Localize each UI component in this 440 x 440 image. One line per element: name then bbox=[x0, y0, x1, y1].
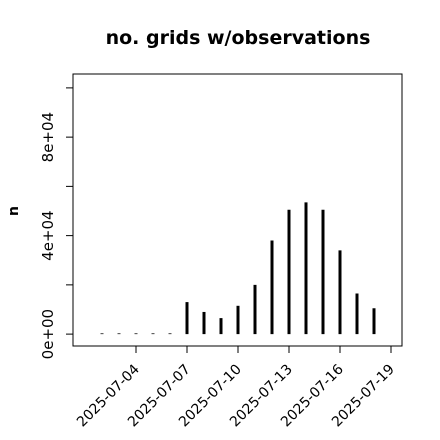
y-tick-label: 4e+04 bbox=[39, 210, 57, 260]
chart-title: no. grids w/observations bbox=[106, 27, 371, 49]
y-tick-label: 0e+00 bbox=[39, 309, 57, 359]
y-axis: 0e+00 4e+04 8e+04 bbox=[39, 87, 74, 359]
y-axis-label: n bbox=[6, 206, 22, 216]
bars bbox=[100, 202, 376, 335]
y-tick-label: 8e+04 bbox=[39, 112, 57, 162]
plot-frame bbox=[72, 73, 403, 347]
x-axis: 2025-07-042025-07-072025-07-102025-07-13… bbox=[74, 345, 398, 430]
